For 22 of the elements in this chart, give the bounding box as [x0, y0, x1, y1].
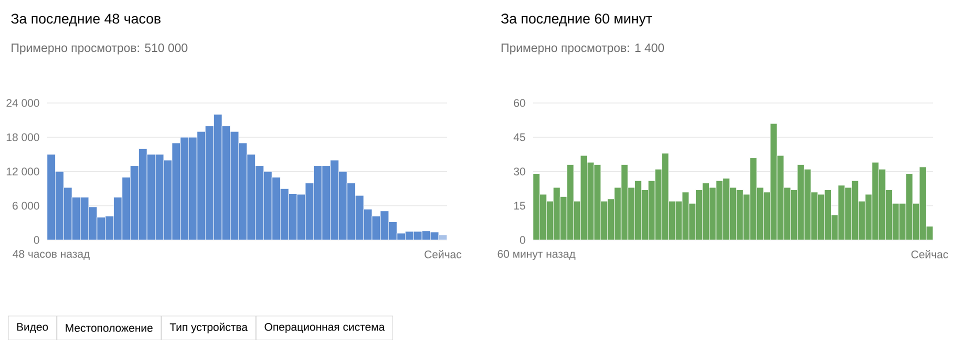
x-tick-label: Сейчас [911, 250, 948, 258]
x-tick-label: 60 минут назад [498, 250, 576, 260]
text: Тип устройства [170, 322, 248, 334]
y-tick-label: 6 000 [12, 202, 40, 210]
y-tick-label: 60 [514, 98, 526, 107]
y-tick-label: 18 000 [6, 133, 40, 142]
y-tick-label: 12 000 [6, 167, 40, 176]
y-tick-label: 45 [514, 133, 526, 141]
chart-title: За последние 60 минут [501, 14, 652, 26]
x-tick-label: 48 часов назад [12, 250, 90, 260]
text: Видео [17, 322, 48, 333]
y-tick-label: 0 [520, 236, 526, 244]
y-tick-label: 24 000 [6, 98, 40, 107]
text: Местоположение [66, 324, 153, 332]
y-tick-label: 0 [34, 236, 40, 244]
x-tick-label: Сейчас [424, 250, 462, 258]
chart-title: За последние 48 часов [11, 14, 161, 26]
text: Операционная система [264, 322, 385, 333]
chart-subtitle: Примерно просмотров: 1 400 [502, 43, 664, 54]
chart-subtitle: Примерно просмотров: 510 000 [12, 43, 188, 54]
y-tick-label: 15 [514, 202, 526, 210]
y-tick-label: 30 [514, 167, 526, 176]
